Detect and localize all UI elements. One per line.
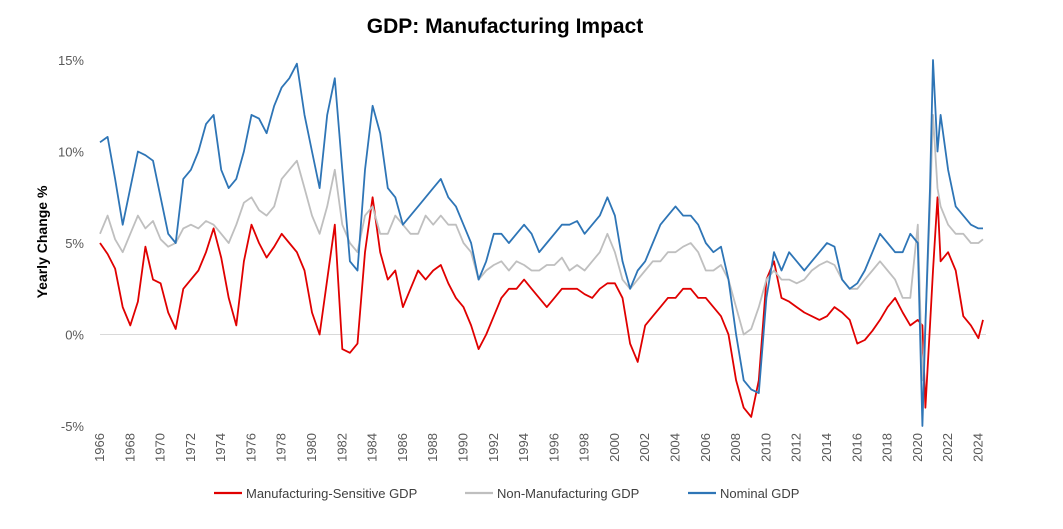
- x-tick-label: 2020: [910, 433, 925, 462]
- x-tick-label: 2022: [940, 433, 955, 462]
- series-lines: [99, 59, 984, 427]
- x-tick-label: 2012: [789, 433, 804, 462]
- x-tick-label: 2000: [607, 433, 622, 462]
- x-tick-label: 2004: [668, 433, 683, 462]
- x-tick-label: 2010: [758, 433, 773, 462]
- x-tick-label: 2016: [849, 433, 864, 462]
- x-tick-label: 2018: [880, 433, 895, 462]
- x-tick-label: 1990: [456, 433, 471, 462]
- x-tick-label: 1986: [395, 433, 410, 462]
- x-tick-label: 1974: [213, 433, 228, 462]
- x-tick-label: 2006: [698, 433, 713, 462]
- chart-title: GDP: Manufacturing Impact: [367, 15, 644, 38]
- legend-label: Non-Manufacturing GDP: [497, 486, 639, 501]
- x-tick-label: 1976: [244, 433, 259, 462]
- legend: Manufacturing-Sensitive GDP Non-Manufactu…: [214, 486, 799, 501]
- x-axis-ticks: 1966 1968 1970 1972 1974 1976 1978 1980 1982 1984…: [92, 433, 985, 462]
- y-tick-label: 5%: [65, 236, 84, 251]
- y-axis-ticks: -5% 0% 5% 10% 15%: [58, 53, 84, 434]
- x-tick-label: 1984: [365, 433, 380, 462]
- x-tick-label: 2024: [970, 433, 985, 462]
- series-line-manufacturing-sensitive-gdp: [99, 196, 984, 418]
- legend-label: Nominal GDP: [720, 486, 799, 501]
- y-tick-label: 0%: [65, 328, 84, 343]
- y-axis-label: Yearly Change %: [34, 185, 50, 298]
- x-tick-label: 1998: [577, 433, 592, 462]
- series-line-nominal-gdp: [99, 59, 983, 427]
- x-tick-label: 1972: [183, 433, 198, 462]
- x-tick-label: 1980: [304, 433, 319, 462]
- x-tick-label: 1968: [122, 433, 137, 462]
- x-tick-label: 1994: [516, 433, 531, 462]
- x-tick-label: 1966: [92, 433, 107, 462]
- x-tick-label: 1988: [425, 433, 440, 462]
- x-tick-label: 1978: [274, 433, 289, 462]
- x-tick-label: 2002: [637, 433, 652, 462]
- x-tick-label: 1996: [546, 433, 561, 462]
- x-tick-label: 1982: [334, 433, 349, 462]
- legend-label: Manufacturing-Sensitive GDP: [246, 486, 417, 501]
- y-tick-label: -5%: [61, 419, 85, 434]
- x-tick-label: 1970: [153, 433, 168, 462]
- y-tick-label: 10%: [58, 145, 84, 160]
- series-line-non-manufacturing-gdp: [99, 114, 984, 382]
- x-tick-label: 2014: [819, 433, 834, 462]
- y-tick-label: 15%: [58, 53, 84, 68]
- x-tick-label: 2008: [728, 433, 743, 462]
- x-tick-label: 1992: [486, 433, 501, 462]
